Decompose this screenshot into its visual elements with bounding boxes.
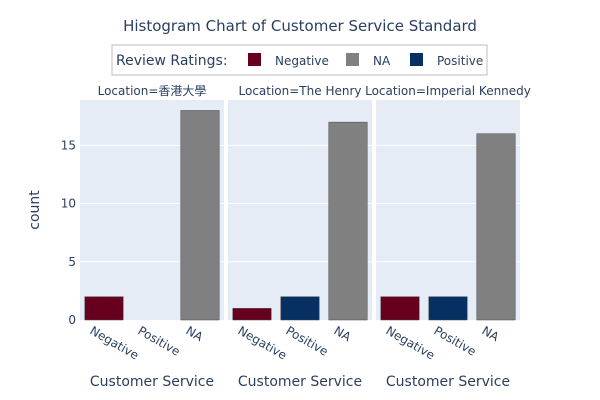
- facet-title: Location=The Henry: [239, 84, 362, 98]
- x-tick-label: Positive: [284, 323, 331, 358]
- legend-label-negative: Negative: [275, 54, 329, 68]
- x-axis-label: Customer Service: [90, 374, 214, 390]
- x-tick-label: Negative: [384, 323, 438, 362]
- facet-panel: Location=Imperial Kennedy NegativePositiv…: [365, 84, 531, 390]
- legend-swatch-na[interactable]: [346, 53, 359, 66]
- facet-title: Location=香港大學: [98, 84, 207, 98]
- bar-positive[interactable]: [280, 296, 320, 321]
- legend-box: [111, 44, 488, 76]
- legend-items: Negative NA Positive: [248, 53, 483, 68]
- bar-na[interactable]: [328, 121, 368, 321]
- bar-negative[interactable]: [84, 296, 124, 321]
- legend-title: Review Ratings:: [116, 53, 228, 69]
- x-axis-label: Customer Service: [238, 374, 362, 390]
- legend-swatch-negative[interactable]: [248, 53, 261, 66]
- y-tick-label: 15: [61, 138, 76, 152]
- bar-positive[interactable]: [428, 296, 468, 321]
- legend-label-na: NA: [373, 54, 391, 68]
- x-tick-label: Positive: [432, 323, 479, 358]
- x-axis-label: Customer Service: [386, 374, 510, 390]
- x-tick-label: Positive: [136, 323, 183, 358]
- y-tick-label: 5: [68, 255, 76, 269]
- x-tick-label: NA: [184, 323, 207, 344]
- y-tick-label: 10: [61, 197, 76, 211]
- y-axis-label: count: [27, 190, 43, 230]
- bar-na[interactable]: [476, 133, 516, 321]
- legend-label-positive: Positive: [437, 54, 483, 68]
- facet-title: Location=Imperial Kennedy: [365, 84, 531, 98]
- x-tick-label: Negative: [88, 323, 142, 362]
- bar-na[interactable]: [180, 110, 220, 321]
- y-tick-label: 0: [68, 313, 76, 327]
- x-tick-label: NA: [332, 323, 355, 344]
- legend-swatch-positive[interactable]: [410, 53, 423, 66]
- bar-negative[interactable]: [380, 296, 420, 321]
- x-tick-label: NA: [480, 323, 503, 344]
- x-tick-label: Negative: [236, 323, 290, 362]
- bar-negative[interactable]: [232, 308, 272, 321]
- chart-title: Histogram Chart of Customer Service Stan…: [123, 17, 477, 35]
- legend: Review Ratings: Negative NA Positive: [111, 44, 488, 76]
